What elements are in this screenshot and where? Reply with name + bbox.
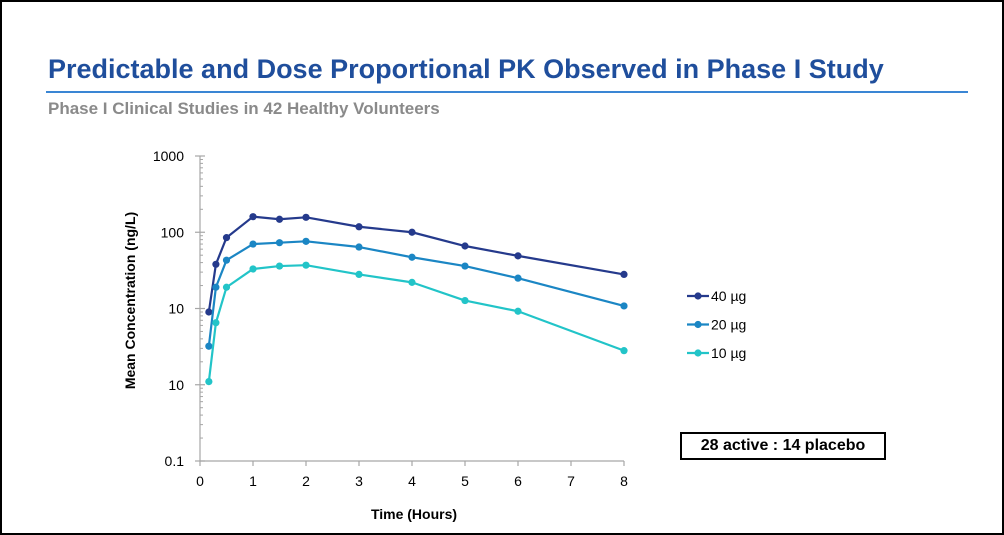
data-point	[514, 307, 522, 315]
data-point	[620, 347, 628, 355]
data-point	[302, 237, 310, 245]
data-point	[408, 278, 416, 286]
data-point	[275, 215, 284, 223]
data-point	[461, 262, 469, 270]
data-point	[249, 265, 257, 273]
x-tick-label: 2	[302, 473, 310, 489]
data-point	[620, 302, 628, 310]
data-point	[205, 342, 213, 350]
y-axis-title: Mean Concentration (ng/L)	[122, 212, 138, 389]
y-tick-label: 10	[168, 377, 184, 393]
data-point	[302, 261, 310, 269]
series-line	[207, 240, 625, 347]
y-tick-label: 100	[161, 224, 185, 240]
chart-series	[205, 213, 628, 386]
legend-label: 10 µg	[711, 345, 746, 361]
data-point	[408, 253, 416, 261]
series-40-g	[205, 213, 628, 316]
data-point	[249, 240, 257, 248]
legend-marker	[694, 292, 702, 300]
data-point	[212, 260, 220, 268]
data-point	[212, 319, 220, 327]
data-point	[514, 252, 522, 260]
legend-label: 40 µg	[711, 288, 746, 304]
data-point	[461, 242, 469, 250]
y-tick-label: 10	[168, 301, 184, 317]
x-tick-label: 8	[620, 473, 628, 489]
data-point	[408, 228, 416, 236]
data-point	[249, 213, 257, 221]
slide-title: Predictable and Dose Proportional PK Obs…	[48, 54, 884, 84]
x-tick-label: 3	[355, 473, 363, 489]
y-tick-label: 1000	[153, 148, 184, 164]
title-underline	[46, 91, 968, 93]
data-point	[275, 262, 284, 270]
enrollment-note: 28 active : 14 placebo	[680, 432, 886, 460]
legend-item: 20 µg	[687, 317, 746, 333]
x-tick-label: 6	[514, 473, 522, 489]
x-axis-ticks: 0 1 2 3 4 5 6 7 8	[196, 461, 628, 489]
legend-marker	[694, 320, 702, 329]
data-point	[205, 377, 213, 386]
data-point	[355, 243, 363, 251]
series-line	[207, 264, 625, 382]
chart-axes	[199, 156, 624, 462]
x-tick-label: 0	[196, 473, 204, 489]
data-point	[222, 283, 231, 291]
data-point	[275, 239, 284, 247]
series-20-g	[205, 237, 628, 350]
data-point	[461, 296, 469, 305]
legend-label: 20 µg	[711, 317, 746, 333]
series-10-g	[205, 261, 628, 386]
legend-item: 40 µg	[687, 288, 746, 304]
x-tick-label: 7	[567, 473, 575, 489]
data-point	[205, 308, 213, 316]
data-point	[355, 270, 363, 279]
x-axis-title: Time (Hours)	[371, 506, 457, 522]
data-point	[212, 283, 220, 291]
data-point	[302, 213, 310, 221]
chart-legend: 40 µg 20 µg 10 µg	[687, 288, 746, 361]
x-tick-label: 5	[461, 473, 469, 489]
legend-marker	[694, 349, 702, 357]
x-tick-label: 4	[408, 473, 416, 489]
data-point	[355, 223, 363, 231]
x-tick-label: 1	[249, 473, 257, 489]
series-line	[207, 215, 625, 313]
y-tick-label: 0.1	[165, 453, 185, 469]
data-point	[514, 274, 522, 282]
data-point	[222, 256, 231, 264]
y-axis-ticks: 0.1 10 10 100 1000	[153, 148, 205, 469]
data-point	[222, 234, 231, 242]
data-point	[620, 270, 628, 279]
legend-item: 10 µg	[687, 345, 746, 361]
slide-subtitle: Phase I Clinical Studies in 42 Healthy V…	[48, 99, 440, 118]
